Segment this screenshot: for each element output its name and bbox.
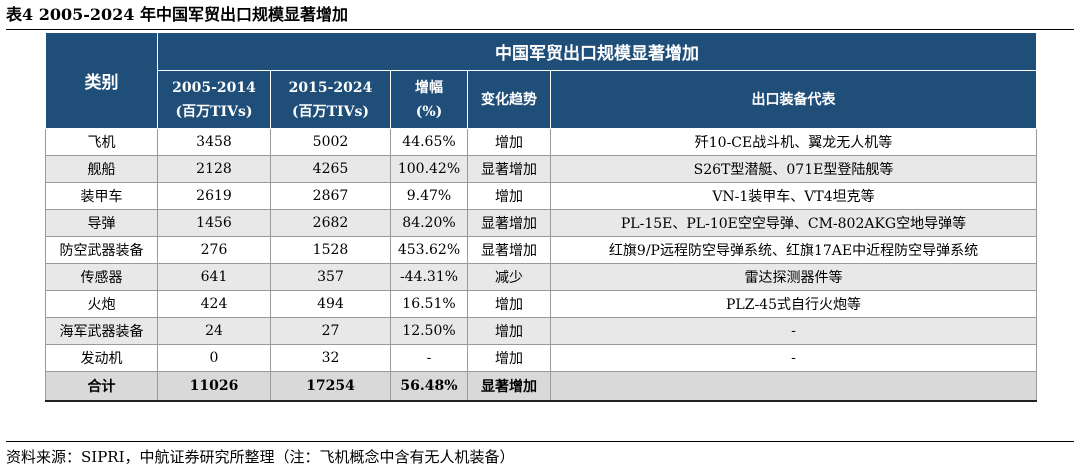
total-value-2005-2014-cell: 11026 — [157, 371, 271, 402]
header-2005-period: 2005-2014 — [172, 79, 256, 96]
table-row: 传感器 641 357 -44.31% 减少 雷达探测器件等 — [45, 263, 1037, 291]
trend-cell: 显著增加 — [467, 236, 551, 264]
equipment-cell: PL-15E、PL-10E空空导弹、CM-802AKG空地导弹等 — [550, 209, 1037, 237]
table-row: 舰船 2128 4265 100.42% 显著增加 S26T型潜艇、071E型登陆舰等 — [45, 155, 1037, 183]
total-growth-cell: 56.48% — [390, 371, 468, 402]
value-2015-2024-cell: 494 — [270, 290, 391, 318]
category-cell: 海军武器装备 — [45, 317, 158, 345]
category-cell: 火炮 — [45, 290, 158, 318]
equipment-cell: PLZ-45式自行火炮等 — [550, 290, 1037, 318]
value-2015-2024-cell: 4265 — [270, 155, 391, 183]
trend-cell: 增加 — [467, 290, 551, 318]
growth-cell: 44.65% — [390, 128, 468, 156]
value-2005-2014-cell: 2128 — [157, 155, 271, 183]
trend-cell: 增加 — [467, 317, 551, 345]
value-2005-2014-cell: 0 — [157, 344, 271, 372]
value-2015-2024-cell: 5002 — [270, 128, 391, 156]
value-2005-2014-cell: 3458 — [157, 128, 271, 156]
equipment-cell: - — [550, 317, 1037, 345]
value-2005-2014-cell: 1456 — [157, 209, 271, 237]
table-row: 导弹 1456 2682 84.20% 显著增加 PL-15E、PL-10E空空导弹、CM… — [45, 209, 1037, 237]
growth-cell: - — [390, 344, 468, 372]
equipment-cell: S26T型潜艇、071E型登陆舰等 — [550, 155, 1037, 183]
category-cell: 发动机 — [45, 344, 158, 372]
total-value-2015-2024-cell: 17254 — [270, 371, 391, 402]
value-2005-2014-cell: 2619 — [157, 182, 271, 210]
table-row: 防空武器装备 276 1528 453.62% 显著增加 红旗9/P远程防空导弹系统、红旗… — [45, 236, 1037, 264]
header-2015-unit: (百万TIVs) — [292, 103, 369, 120]
category-cell: 传感器 — [45, 263, 158, 291]
value-2015-2024-cell: 357 — [270, 263, 391, 291]
trend-cell: 显著增加 — [467, 209, 551, 237]
growth-cell: 16.51% — [390, 290, 468, 318]
value-2005-2014-cell: 276 — [157, 236, 271, 264]
category-cell: 飞机 — [45, 128, 158, 156]
total-category-cell: 合计 — [45, 371, 158, 402]
header-2015-period: 2015-2024 — [288, 79, 373, 96]
value-2015-2024-cell: 2682 — [270, 209, 391, 237]
value-2015-2024-cell: 27 — [270, 317, 391, 345]
growth-cell: -44.31% — [390, 263, 468, 291]
category-cell: 装甲车 — [45, 182, 158, 210]
value-2015-2024-cell: 32 — [270, 344, 391, 372]
table-row: 装甲车 2619 2867 9.47% 增加 VN-1装甲车、VT4坦克等 — [45, 182, 1037, 210]
total-row: 合计 11026 17254 56.48% 显著增加 — [45, 371, 1037, 402]
total-trend-cell: 显著增加 — [467, 371, 551, 402]
growth-cell: 12.50% — [390, 317, 468, 345]
header-equipment: 出口装备代表 — [550, 70, 1037, 129]
equipment-cell: VN-1装甲车、VT4坦克等 — [550, 182, 1037, 210]
equipment-cell: - — [550, 344, 1037, 372]
table-row: 发动机 0 32- 增加 - — [45, 344, 1037, 372]
equipment-cell: 红旗9/P远程防空导弹系统、红旗17AE中近程防空导弹系统 — [550, 236, 1037, 264]
equipment-cell: 歼10-CE战斗机、翼龙无人机等 — [550, 128, 1037, 156]
value-2005-2014-cell: 641 — [157, 263, 271, 291]
category-cell: 防空武器装备 — [45, 236, 158, 264]
caption-divider — [6, 29, 1074, 30]
header-2005-2014: 2005-2014 (百万TIVs) — [157, 70, 271, 129]
header-trend: 变化趋势 — [467, 70, 551, 129]
table-row: 火炮 424 494 16.51% 增加 PLZ-45式自行火炮等 — [45, 290, 1037, 318]
header-2015-2024: 2015-2024 (百万TIVs) — [270, 70, 391, 129]
header-growth: 增幅 (%) — [390, 70, 468, 129]
export-table: 类别 中国军贸出口规模显著增加 2005-2014 (百万TIVs) 2015-… — [45, 32, 1037, 402]
growth-cell: 9.47% — [390, 182, 468, 210]
value-2005-2014-cell: 24 — [157, 317, 271, 345]
header-growth-unit: (%) — [415, 103, 443, 120]
trend-cell: 增加 — [467, 128, 551, 156]
header-growth-label: 增幅 — [415, 79, 443, 96]
trend-cell: 显著增加 — [467, 155, 551, 183]
growth-cell: 100.42% — [390, 155, 468, 183]
table-main-header: 中国军贸出口规模显著增加 — [157, 32, 1037, 71]
trend-cell: 增加 — [467, 344, 551, 372]
source-note: 资料来源：SIPRI，中航证券研究所整理（注：飞机概念中含有无人机装备） — [6, 441, 1074, 474]
trend-cell: 减少 — [467, 263, 551, 291]
value-2015-2024-cell: 1528 — [270, 236, 391, 264]
header-2005-unit: (百万TIVs) — [175, 103, 253, 120]
table-caption: 表4 2005-2024 年中国军贸出口规模显著增加 — [6, 5, 348, 24]
growth-cell: 453.62% — [390, 236, 468, 264]
table-row: 飞机 3458 5002 44.65% 增加 歼10-CE战斗机、翼龙无人机等 — [45, 128, 1037, 156]
category-cell: 舰船 — [45, 155, 158, 183]
total-equipment-cell — [550, 371, 1037, 402]
header-category: 类别 — [45, 32, 158, 129]
equipment-cell: 雷达探测器件等 — [550, 263, 1037, 291]
category-cell: 导弹 — [45, 209, 158, 237]
value-2005-2014-cell: 424 — [157, 290, 271, 318]
value-2015-2024-cell: 2867 — [270, 182, 391, 210]
trend-cell: 增加 — [467, 182, 551, 210]
table-row: 海军武器装备 24 27 12.50% 增加 - — [45, 317, 1037, 345]
growth-cell: 84.20% — [390, 209, 468, 237]
